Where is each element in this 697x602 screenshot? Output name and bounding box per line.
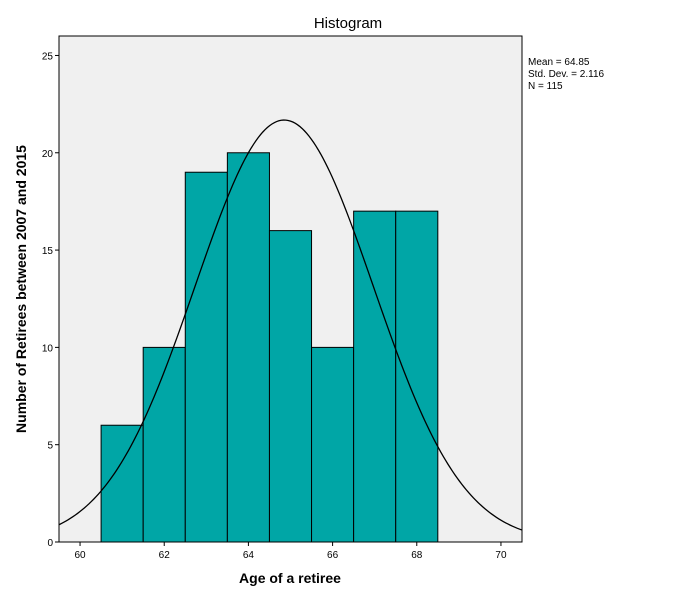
x-tick-label: 64 bbox=[243, 550, 255, 561]
histogram-bar-6 bbox=[353, 210, 397, 543]
histogram-bar-4 bbox=[268, 230, 313, 543]
x-axis: 60 62 64 66 68 70 bbox=[74, 542, 507, 561]
histogram-bar-2 bbox=[184, 171, 228, 543]
histogram-bar-5 bbox=[311, 346, 355, 543]
histogram-bar-0 bbox=[100, 424, 144, 543]
x-tick-label: 66 bbox=[327, 550, 339, 561]
x-tick-label: 62 bbox=[159, 550, 171, 561]
y-tick-label: 20 bbox=[42, 149, 54, 160]
y-tick-label: 15 bbox=[42, 246, 54, 257]
histogram-bar-7 bbox=[395, 210, 439, 543]
histogram-bar-1 bbox=[142, 346, 186, 543]
y-axis-title: Number of Retirees between 2007 and 2015 bbox=[13, 145, 29, 433]
histogram-bar-3 bbox=[226, 152, 270, 543]
x-tick-label: 60 bbox=[74, 550, 86, 561]
stats-std-dev: Std. Dev. = 2.116 bbox=[528, 69, 605, 80]
chart-title: Histogram bbox=[314, 15, 382, 32]
x-axis-title: Age of a retiree bbox=[239, 570, 341, 586]
y-tick-label: 10 bbox=[42, 343, 54, 354]
y-tick-label: 0 bbox=[47, 538, 53, 549]
y-axis: 0 5 10 15 20 25 bbox=[42, 51, 59, 549]
x-tick-label: 68 bbox=[411, 550, 423, 561]
x-tick-label: 70 bbox=[495, 550, 507, 561]
stats-n: N = 115 bbox=[528, 81, 563, 92]
stats-mean: Mean = 64.85 bbox=[528, 57, 590, 68]
stats-legend: Mean = 64.85 Std. Dev. = 2.116 N = 115 bbox=[528, 57, 604, 93]
y-tick-label: 25 bbox=[42, 51, 54, 62]
y-tick-label: 5 bbox=[47, 441, 53, 452]
normal-curve bbox=[58, 119, 523, 531]
